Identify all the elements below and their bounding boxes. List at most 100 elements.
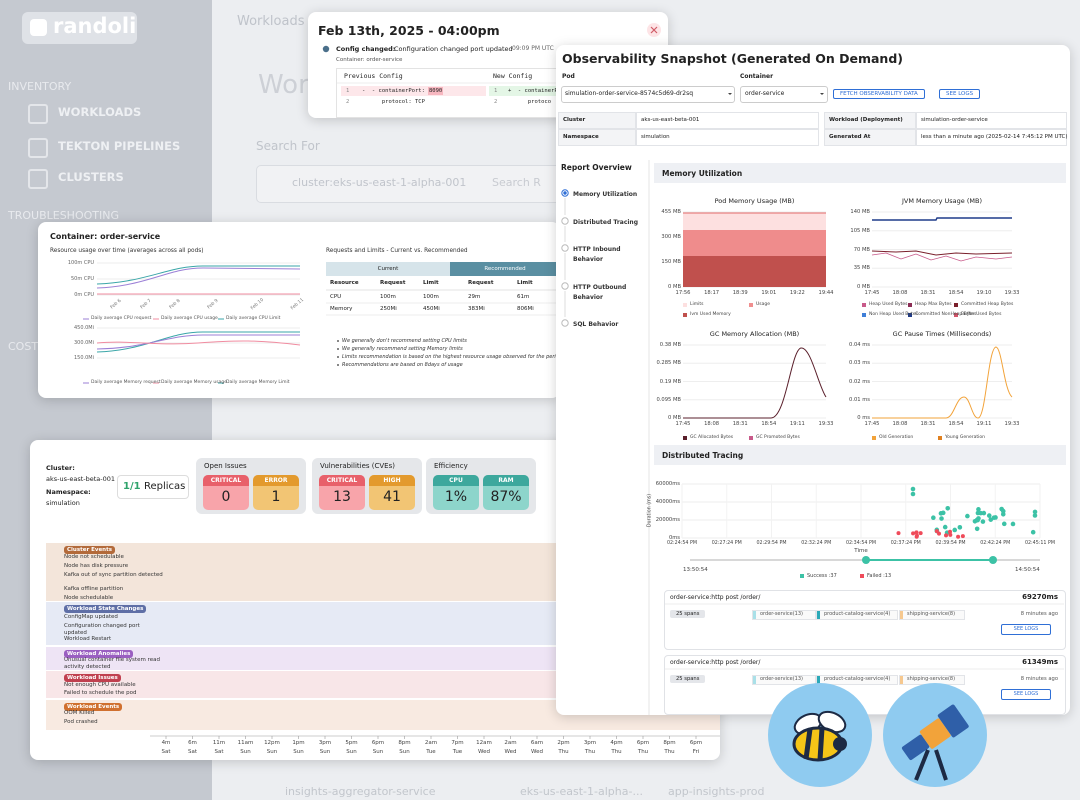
- removed-line: [341, 86, 486, 96]
- see-logs-button[interactable]: SEE LOGS: [1001, 624, 1051, 635]
- select-value: simulation-order-service-8574c5d69-dr2sq: [565, 90, 694, 97]
- legend-label: GC Promoted Bytes: [756, 435, 800, 440]
- lane-item: Node not schedulable: [64, 554, 124, 560]
- legend-label: Daily average CPU Limit: [226, 316, 281, 321]
- table-cell: 450Mi: [423, 306, 440, 312]
- field-value: simulation: [46, 499, 80, 507]
- chip-header: [369, 475, 415, 486]
- table-cell: 250Mi: [380, 306, 397, 312]
- trace-point: [1030, 529, 1036, 535]
- axis-label: Fri: [692, 749, 700, 755]
- info-value-cell: [916, 129, 1067, 146]
- fetch-button[interactable]: FETCH OBSERVABILITY DATA: [833, 89, 925, 99]
- nav-icon: [28, 138, 48, 158]
- trace-point: [948, 532, 953, 537]
- x-tick-label: 19:33: [1004, 290, 1020, 296]
- chart-title: Resource usage over time (averages acros…: [50, 248, 204, 254]
- axis-label: 8pm: [663, 740, 676, 746]
- bullet: [337, 356, 339, 358]
- trace-age: 8 minutes ago: [1020, 611, 1058, 617]
- select: [740, 86, 828, 103]
- axis-label: 2pm: [557, 740, 570, 746]
- service-chip: [752, 675, 816, 685]
- nav-item[interactable]: HTTP Outbound Behavior: [573, 284, 627, 301]
- chip-label: RAM: [498, 477, 514, 484]
- y-tick-label: 0.285 MB: [656, 360, 681, 367]
- table-cell: app-insights-prod: [668, 785, 765, 798]
- nav-item: TEKTON PIPELINES: [58, 139, 181, 153]
- info-label-cell: [824, 129, 916, 146]
- note: We generally recommend setting Memory li…: [342, 346, 463, 352]
- service-name: shipping-service(8): [907, 611, 956, 617]
- trace-point: [945, 506, 951, 511]
- service-name: order-service(13): [760, 611, 803, 617]
- x-tick-label: 19:10: [976, 290, 992, 296]
- card-title: Observability Snapshot (Generated On Dem…: [562, 51, 903, 66]
- legend-swatch: [800, 574, 804, 578]
- service-chip: [899, 610, 965, 620]
- y-tick-label: 0.03 ms: [849, 360, 870, 367]
- radio: [561, 282, 569, 290]
- chip-value: 13: [333, 489, 351, 505]
- x-tick-label: 02:39:54 PM: [935, 541, 966, 546]
- chip-header: [203, 475, 249, 486]
- nav-item[interactable]: Memory Utilization: [573, 191, 638, 198]
- y-tick-label: 100m CPU: [67, 260, 94, 266]
- axis-label: 11am: [237, 740, 254, 746]
- legend-label: Daily average Memory Limit: [226, 380, 290, 385]
- nav-item: WORKLOADS: [58, 105, 142, 119]
- axis-label: 11m: [212, 740, 226, 746]
- y-tick-label: 0 ms: [857, 415, 870, 421]
- column-header: Limit: [423, 280, 439, 286]
- legend-label: Daily average Memory request: [91, 380, 161, 385]
- table-cell: Memory: [330, 306, 353, 312]
- axis-title: Time: [854, 548, 868, 554]
- trace-point: [978, 510, 984, 516]
- y-tick-label: 105 MB: [850, 227, 870, 234]
- heap-used-line: [871, 252, 1013, 262]
- lane-tag: Cluster Events: [64, 546, 115, 554]
- legend-swatch: [862, 313, 866, 317]
- x-tick-label: 19:01: [761, 290, 777, 296]
- legend-label: Committed NonHeap Bytes: [915, 312, 977, 317]
- legend-label: Heap Max Bytes: [915, 302, 952, 307]
- axis-label: 3pm: [583, 740, 597, 746]
- axis-label: Sun: [372, 749, 384, 755]
- service-name: shipping-service(8): [907, 676, 956, 682]
- chip-label: HIGH: [383, 477, 401, 484]
- nav-item[interactable]: HTTP Inbound Behavior: [573, 246, 621, 263]
- y-tick-label: 0.01 ms: [849, 396, 870, 403]
- trace-point: [960, 534, 965, 539]
- info-value-cell: [916, 112, 1067, 129]
- x-tick-label: 18:54: [948, 421, 964, 427]
- axis-label: Wed: [478, 749, 490, 755]
- gc-pause-line: [872, 346, 1013, 419]
- chart-title: GC Pause Times (Milliseconds): [892, 330, 992, 338]
- nav-item[interactable]: SQL Behavior: [573, 321, 619, 328]
- trace-point: [944, 533, 949, 538]
- jvm-area: [683, 256, 826, 287]
- service-bar: [900, 676, 903, 684]
- trace-point: [948, 529, 953, 534]
- axis-label: 6pm: [636, 740, 650, 746]
- y-tick-label: 0.19 MB: [659, 378, 681, 385]
- y-tick-label: 35 MB: [853, 265, 870, 272]
- span-count: 25 spans: [670, 610, 706, 618]
- close-icon: [650, 26, 658, 34]
- logo-text: randoli: [53, 14, 137, 38]
- axis-label: Sun: [346, 749, 357, 755]
- trace-point: [910, 491, 916, 497]
- chip-value: 87%: [490, 489, 522, 505]
- see-logs-button[interactable]: SEE LOGS: [1001, 689, 1051, 700]
- trace-point: [910, 486, 916, 492]
- x-tick-label: 17:56: [675, 290, 691, 296]
- lane-item: Pod crashed: [64, 719, 98, 725]
- logs-button[interactable]: SEE LOGS: [939, 89, 981, 99]
- request-line: [96, 267, 301, 289]
- trace-duration: 69270ms: [1022, 593, 1058, 601]
- axis-label: Sat: [187, 749, 198, 755]
- observability-card: Observability Snapshot (Generated On Dem…: [556, 45, 1070, 715]
- x-tick-label: 19:11: [789, 421, 805, 427]
- x-tick-label: 19:44: [818, 290, 834, 296]
- nav-item[interactable]: Distributed Tracing: [573, 219, 639, 226]
